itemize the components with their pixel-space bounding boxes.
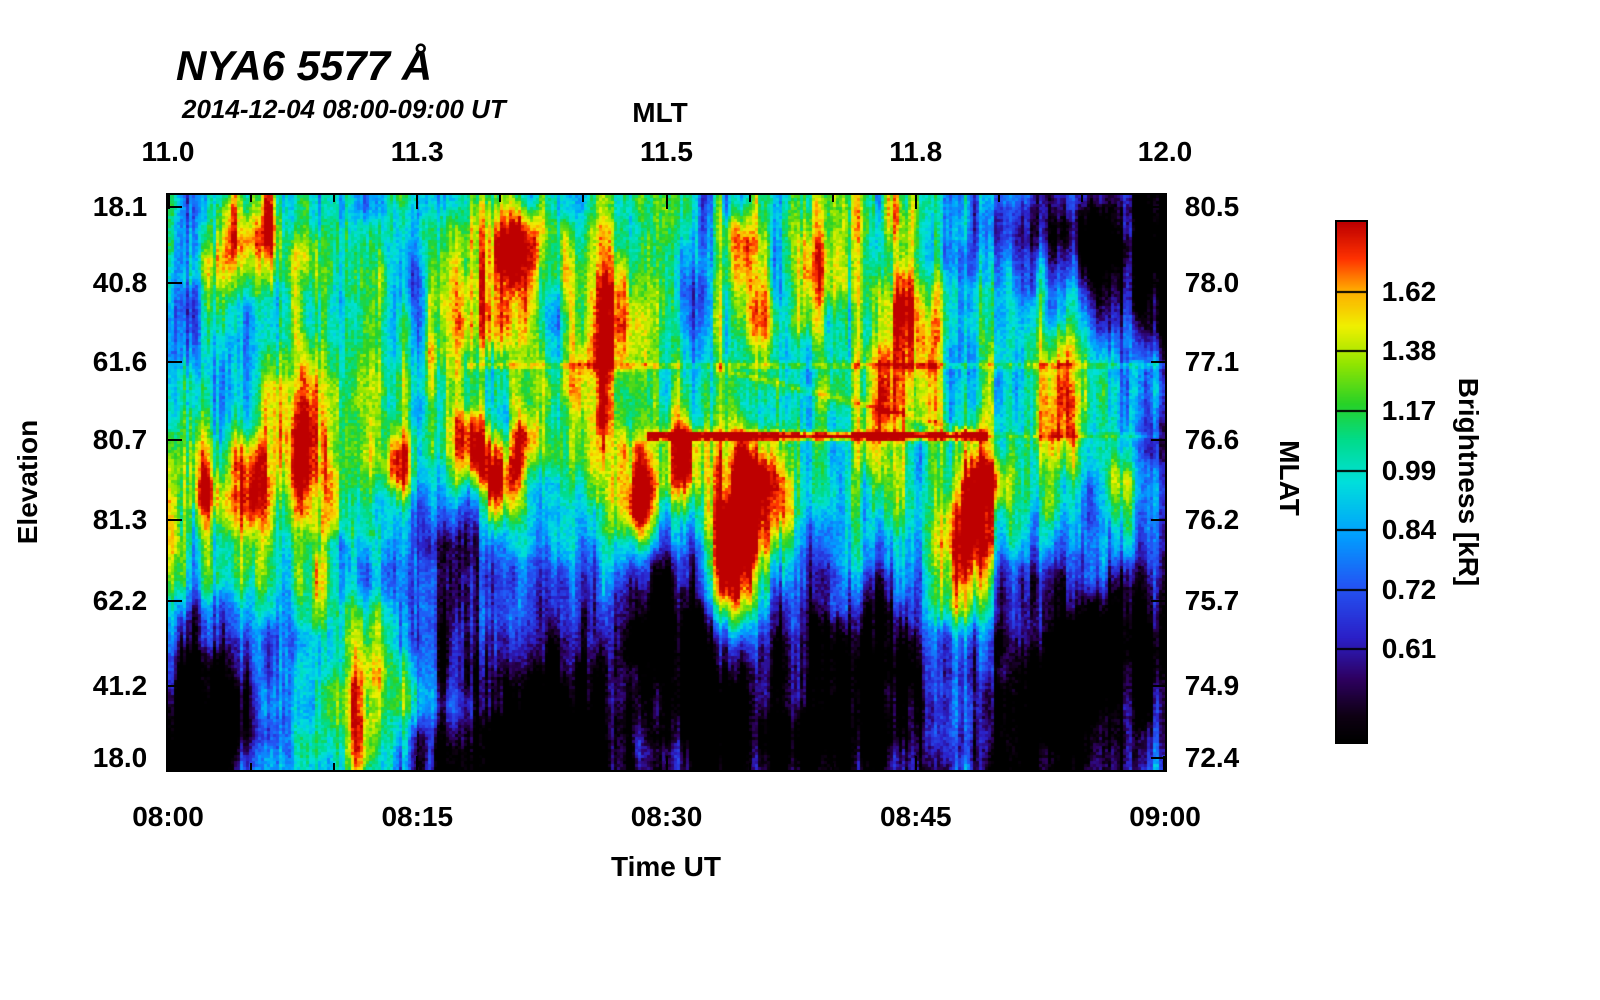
left-tick-label: 80.7 — [92, 423, 148, 455]
right-tick-label: 75.7 — [1184, 584, 1240, 616]
colorbar-tick-label: 0.84 — [1381, 513, 1437, 545]
left-tick-label: 61.6 — [92, 345, 148, 377]
right-tick-label: 80.5 — [1184, 191, 1240, 223]
right-tick-label: 74.9 — [1184, 670, 1240, 702]
left-tick-label: 41.2 — [92, 670, 148, 702]
colorbar-tick-label: 0.61 — [1381, 632, 1437, 664]
plot-title: NYA6 5577 Å — [176, 42, 433, 89]
colorbar-tick-label: 1.17 — [1381, 395, 1437, 427]
left-tick-label: 18.1 — [92, 191, 148, 223]
bottom-tick-label: 08:00 — [132, 801, 204, 832]
right-tick-label: 76.6 — [1184, 423, 1240, 455]
bottom-tick-label: 09:00 — [1129, 801, 1201, 832]
bottom-axis-label: Time UT — [611, 851, 721, 882]
bottom-tick-label: 08:45 — [879, 801, 952, 832]
colorbar-gradient — [1337, 222, 1366, 742]
colorbar — [1335, 220, 1368, 744]
left-axis-label: Elevation — [12, 419, 43, 545]
colorbar-tick-label: 0.99 — [1381, 454, 1437, 486]
plot-subtitle: 2014-12-04 08:00-09:00 UT — [182, 94, 506, 124]
right-axis-label: MLAT — [1274, 440, 1305, 516]
right-tick-label: 76.2 — [1184, 503, 1240, 535]
plot-area — [166, 193, 1167, 772]
left-tick-label: 62.2 — [92, 584, 148, 616]
left-tick-label: 81.3 — [92, 503, 148, 535]
top-tick-label: 11.0 — [141, 136, 195, 167]
bottom-tick-label: 08:30 — [630, 801, 703, 832]
colorbar-tick-label: 0.72 — [1381, 573, 1437, 605]
left-tick-label: 18.0 — [92, 741, 148, 773]
top-axis-label: MLT — [632, 97, 688, 128]
bottom-tick-label: 08:15 — [381, 801, 454, 832]
right-tick-label: 78.0 — [1184, 266, 1240, 298]
top-tick-label: 11.8 — [889, 136, 943, 167]
top-tick-label: 12.0 — [1137, 136, 1193, 167]
left-tick-label: 40.8 — [92, 266, 148, 298]
top-tick-label: 11.5 — [640, 136, 693, 167]
right-tick-label: 77.1 — [1184, 345, 1240, 377]
colorbar-label: Brightness [kR] — [1453, 377, 1484, 587]
right-tick-label: 72.4 — [1184, 741, 1240, 773]
colorbar-tick-label: 1.38 — [1381, 335, 1437, 367]
heatmap-image — [168, 195, 1165, 770]
colorbar-tick-label: 1.62 — [1381, 276, 1437, 308]
top-tick-label: 11.3 — [390, 136, 444, 167]
